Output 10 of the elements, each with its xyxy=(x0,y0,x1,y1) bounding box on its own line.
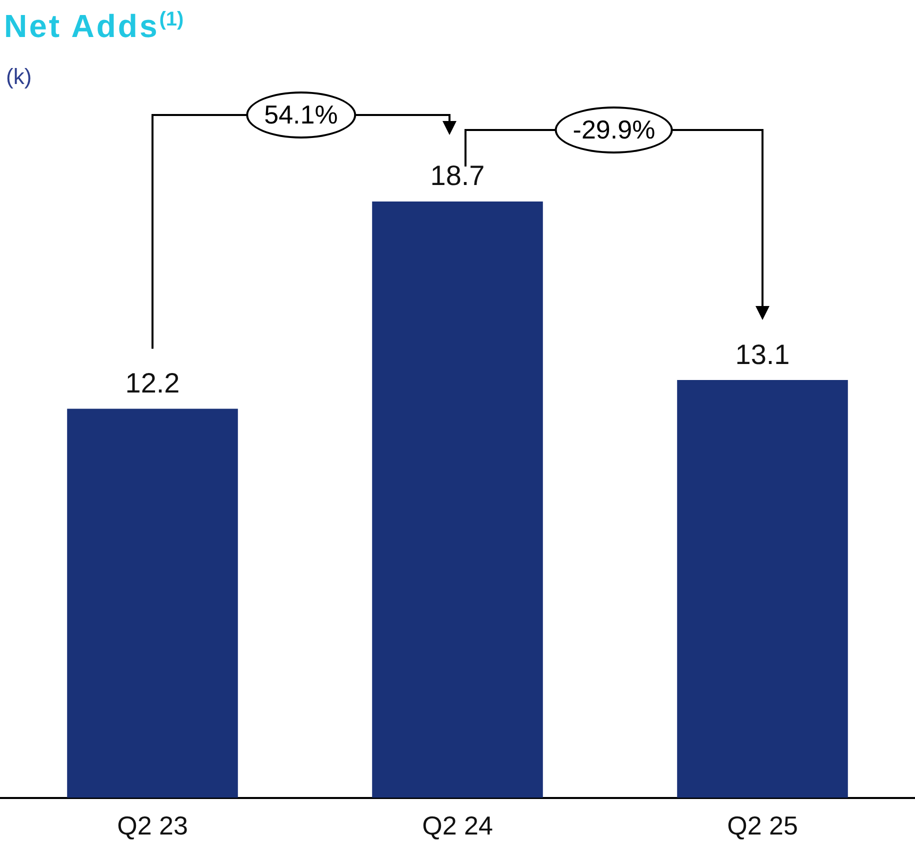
x-tick-label: Q2 23 xyxy=(117,810,188,841)
data-label: 13.1 xyxy=(735,338,790,370)
x-tick-label: Q2 24 xyxy=(422,810,493,841)
data-label: 18.7 xyxy=(430,160,485,192)
chart-subtitle: (k) xyxy=(6,64,32,90)
chart-title: Net Adds$^{(1)}$ xyxy=(4,8,184,45)
x-tick-label: Q2 25 xyxy=(727,810,798,841)
text: 54.1% xyxy=(246,92,356,138)
data-label: 12.2 xyxy=(125,367,180,398)
text: -29.9% xyxy=(554,106,674,154)
